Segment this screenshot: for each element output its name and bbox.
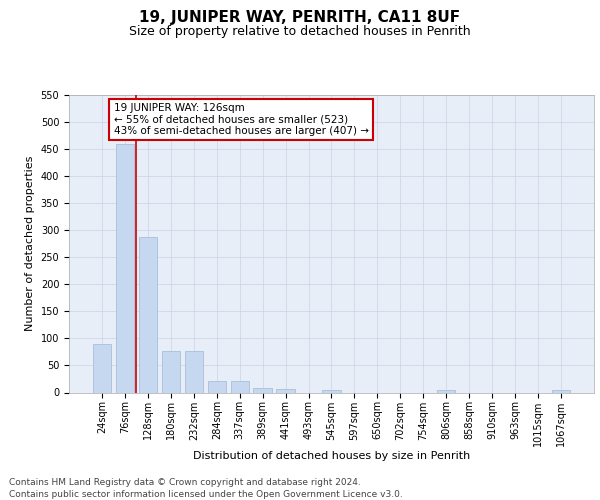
Bar (230, 380, 249, 392)
Bar (116, 144, 134, 392)
Bar (93, 344, 111, 393)
Text: 19, JUNIPER WAY, PENRITH, CA11 8UF: 19, JUNIPER WAY, PENRITH, CA11 8UF (139, 10, 461, 25)
Bar (185, 352, 203, 393)
Bar (208, 380, 226, 392)
Bar (552, 390, 570, 392)
Bar (253, 388, 272, 392)
Bar (162, 352, 180, 393)
Bar (322, 390, 341, 392)
Bar (437, 390, 455, 392)
X-axis label: Distribution of detached houses by size in Penrith: Distribution of detached houses by size … (193, 451, 470, 461)
Y-axis label: Number of detached properties: Number of detached properties (25, 156, 35, 332)
Bar (139, 236, 157, 392)
Bar (277, 390, 295, 392)
Text: Contains HM Land Registry data © Crown copyright and database right 2024.
Contai: Contains HM Land Registry data © Crown c… (9, 478, 403, 499)
Text: Size of property relative to detached houses in Penrith: Size of property relative to detached ho… (129, 25, 471, 38)
Text: 19 JUNIPER WAY: 126sqm
← 55% of detached houses are smaller (523)
43% of semi-de: 19 JUNIPER WAY: 126sqm ← 55% of detached… (113, 103, 368, 136)
